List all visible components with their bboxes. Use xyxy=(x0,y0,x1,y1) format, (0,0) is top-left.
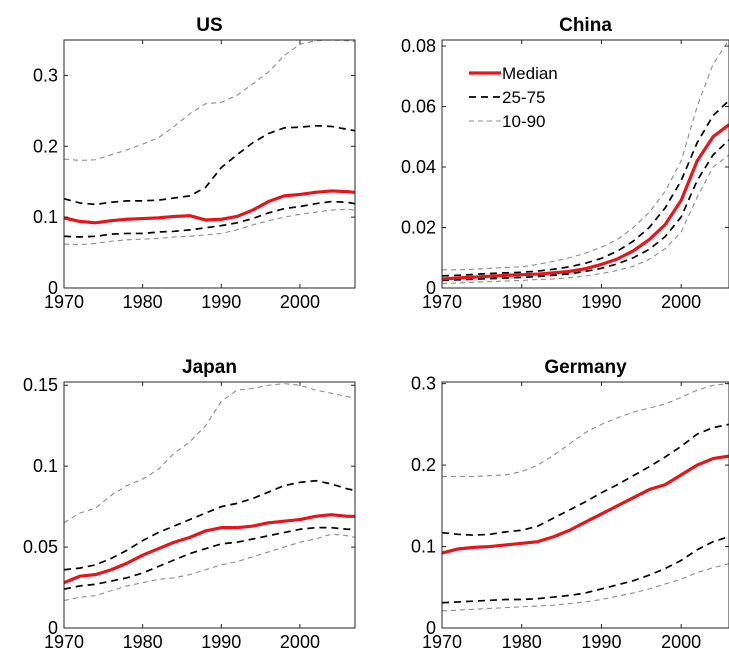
series-line-median-0 xyxy=(442,454,729,555)
y-tick-label: 0.3 xyxy=(411,374,436,394)
series-line-p10_90-3 xyxy=(64,40,355,162)
y-tick-label: 0.1 xyxy=(33,456,58,476)
panel-china: China 1970 1980 1990 2000 0 0.02 0.04 0.06 0.08 Me… xyxy=(401,15,729,312)
x-tick-label: 1980 xyxy=(502,632,542,652)
y-tick-label: 0 xyxy=(426,618,436,638)
x-tick-label: 1990 xyxy=(581,632,621,652)
panel-us: US 1970 1980 1990 2000 0 0.1 0.2 0.3 xyxy=(33,15,356,312)
series-line-median-0 xyxy=(442,123,729,281)
series-line-iqr-1 xyxy=(442,99,729,277)
x-tick-label: 2000 xyxy=(661,632,701,652)
series-group xyxy=(442,383,729,612)
panel-title-germany: Germany xyxy=(544,357,627,378)
series-line-p10_90-3 xyxy=(64,383,355,524)
axes-box xyxy=(441,381,729,629)
series-line-median-0 xyxy=(64,513,355,585)
x-tick-label: 1970 xyxy=(44,292,84,312)
series-line-p10_90-3 xyxy=(442,40,729,271)
y-tick-label: 0.05 xyxy=(23,537,58,557)
series-line-iqr-2 xyxy=(64,200,355,238)
series-group xyxy=(64,383,355,602)
series-line-p10_90-3 xyxy=(442,383,729,478)
series-line-iqr-1 xyxy=(64,479,355,571)
y-tick-label: 0.08 xyxy=(401,36,436,56)
x-tick-label: 1980 xyxy=(123,632,163,652)
panel-title-us: US xyxy=(196,15,222,36)
x-tick-label: 1970 xyxy=(422,632,462,652)
series-group xyxy=(64,40,355,246)
series-line-iqr-1 xyxy=(64,124,355,206)
y-tick-label: 0 xyxy=(48,278,58,298)
y-tick-label: 0.04 xyxy=(401,157,436,177)
y-tick-label: 0.2 xyxy=(33,136,58,156)
panel-germany: Germany 1970 1980 1990 2000 0 0.1 0.2 0.3 xyxy=(411,357,729,652)
series-line-iqr-2 xyxy=(442,139,729,282)
x-tick-label: 1990 xyxy=(581,292,621,312)
series-line-iqr-1 xyxy=(442,423,729,536)
y-tick-label: 0.2 xyxy=(411,455,436,475)
axes-box xyxy=(441,39,729,289)
x-tick-label: 2000 xyxy=(280,292,320,312)
y-tick-label: 0 xyxy=(426,278,436,298)
series-group xyxy=(442,40,729,285)
x-tick-label: 2000 xyxy=(280,632,320,652)
x-tick-label: 2000 xyxy=(661,292,701,312)
series-line-median-0 xyxy=(64,189,355,225)
y-tick-label: 0.1 xyxy=(411,537,436,557)
series-line-iqr-2 xyxy=(442,535,729,604)
series-line-iqr-2 xyxy=(64,526,355,590)
axes-box xyxy=(63,381,356,629)
series-line-p10_90-4 xyxy=(442,154,729,285)
y-tick-label: 0.3 xyxy=(33,65,58,85)
x-tick-label: 1980 xyxy=(502,292,542,312)
series-line-p10_90-4 xyxy=(64,533,355,602)
y-tick-label: 0.1 xyxy=(33,207,58,227)
series-line-p10_90-4 xyxy=(442,563,729,612)
legend: Median 25-75 10-90 xyxy=(469,64,558,131)
axes-box xyxy=(63,39,356,289)
panel-title-china: China xyxy=(559,15,612,36)
x-tick-label: 1970 xyxy=(422,292,462,312)
y-tick-label: 0 xyxy=(48,618,58,638)
legend-label-iqr: 25-75 xyxy=(502,88,545,107)
x-tick-label: 1990 xyxy=(201,292,241,312)
panel-japan: Japan 1970 1980 1990 2000 0 0.05 0.1 0.15 xyxy=(23,357,356,652)
x-tick-label: 1980 xyxy=(123,292,163,312)
legend-label-p10_90: 10-90 xyxy=(502,112,545,131)
panel-title-japan: Japan xyxy=(182,357,237,378)
y-tick-label: 0.02 xyxy=(401,218,436,238)
x-tick-label: 1990 xyxy=(201,632,241,652)
series-line-p10_90-4 xyxy=(64,208,355,246)
x-tick-label: 1970 xyxy=(44,632,84,652)
y-tick-label: 0.15 xyxy=(23,375,58,395)
y-tick-label: 0.06 xyxy=(401,97,436,117)
legend-label-median: Median xyxy=(502,64,558,83)
